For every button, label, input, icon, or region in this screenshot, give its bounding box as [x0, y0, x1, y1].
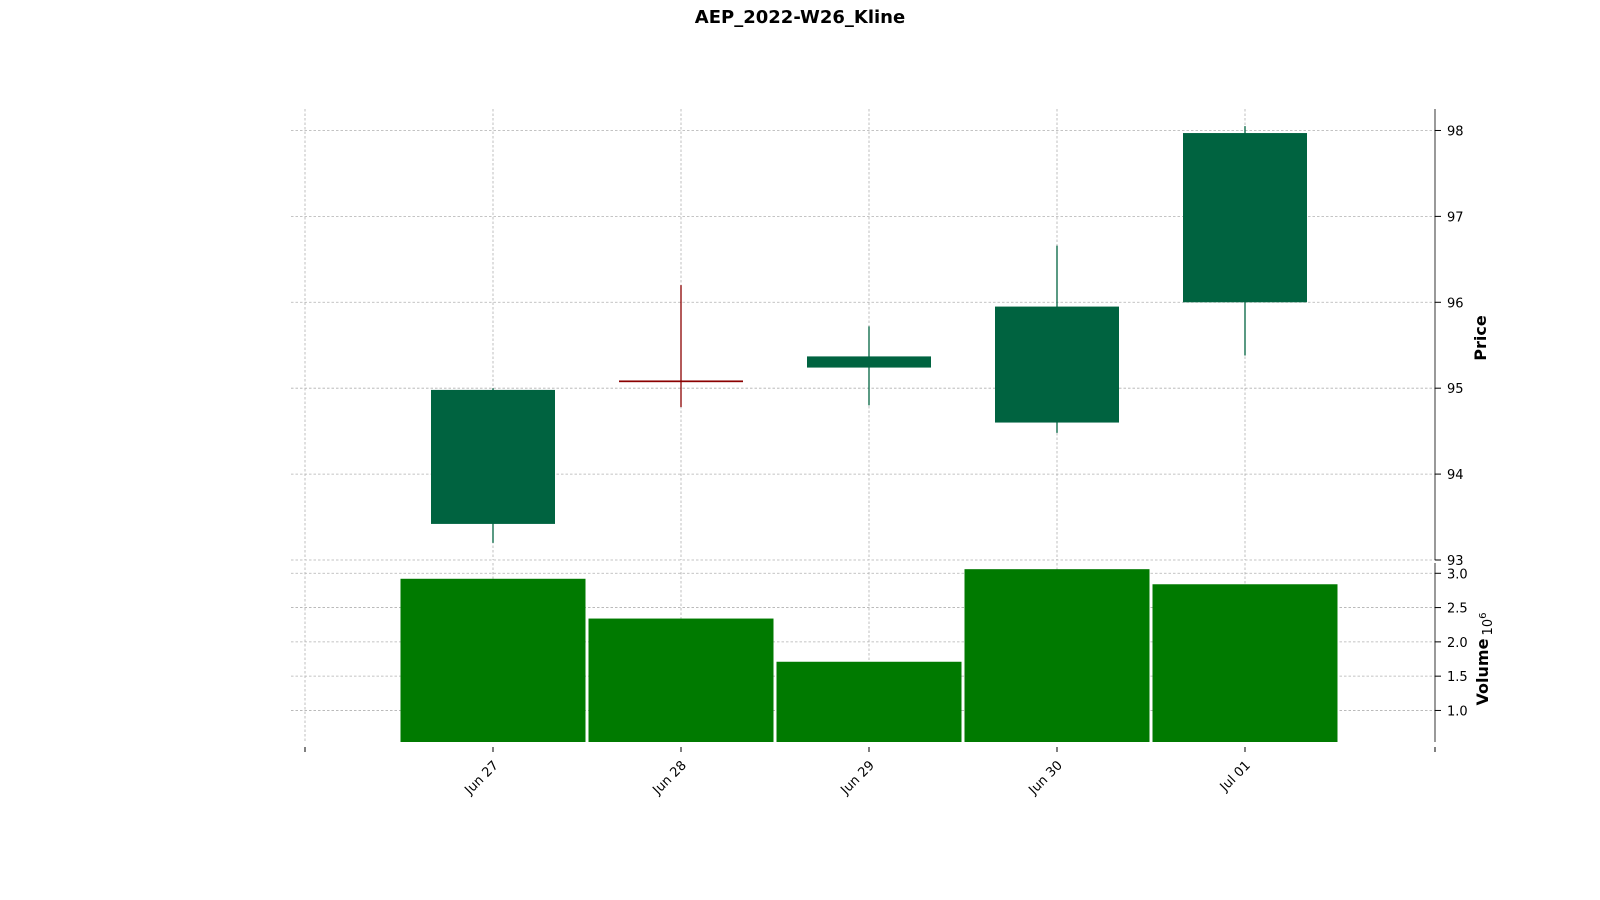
price-tick-label: 94: [1447, 468, 1464, 483]
price-tick-label: 95: [1447, 382, 1464, 397]
volume-bar: [588, 618, 774, 742]
candle: [619, 285, 743, 408]
volume-tick-label: 1.0: [1447, 704, 1468, 719]
volume-tick-label: 2.5: [1447, 602, 1468, 617]
price-tick-label: 93: [1447, 554, 1464, 569]
price-axis: 93 94 95 96 97 98: [1434, 109, 1464, 569]
x-tick-label: Jul 01: [1217, 758, 1254, 795]
price-axis-label: Price: [1471, 315, 1490, 361]
volume-tick-label: 3.0: [1447, 567, 1468, 582]
candle: [807, 326, 931, 406]
candle-body: [807, 356, 931, 368]
candle: [431, 388, 555, 543]
candle-body: [619, 380, 743, 383]
volume-bars: [400, 569, 1338, 742]
candle: [995, 245, 1119, 433]
x-tick-label: Jun 27: [462, 758, 502, 798]
volume-bar: [400, 578, 586, 742]
volume-multiplier: 106: [1478, 613, 1496, 636]
x-tick-label: Jun 29: [838, 758, 878, 798]
price-tick-label: 96: [1447, 296, 1464, 311]
volume-axis: 1.0 1.5 2.0 2.5 3.0: [1434, 563, 1468, 742]
price-tick-label: 97: [1447, 210, 1464, 225]
price-tick-label: 98: [1447, 124, 1464, 139]
chart-title: AEP_2022-W26_Kline: [695, 7, 905, 28]
volume-bar: [964, 569, 1150, 742]
volume-tick-label: 1.5: [1447, 670, 1468, 685]
candle: [1183, 126, 1307, 356]
x-tick-label: Jun 30: [1026, 758, 1066, 798]
x-tick-label: Jun 28: [650, 758, 690, 798]
candle-body: [995, 306, 1119, 423]
volume-tick-label: 2.0: [1447, 636, 1468, 651]
candle-body: [431, 389, 555, 524]
candle-body: [1183, 133, 1307, 303]
candles: [431, 126, 1307, 543]
volume-bar: [776, 661, 962, 742]
volume-axis-label: Volume: [1473, 638, 1492, 705]
x-axis: Jun 27 Jun 28 Jun 29 Jun 30 Jul 01: [304, 747, 1436, 799]
volume-bar: [1152, 584, 1338, 742]
